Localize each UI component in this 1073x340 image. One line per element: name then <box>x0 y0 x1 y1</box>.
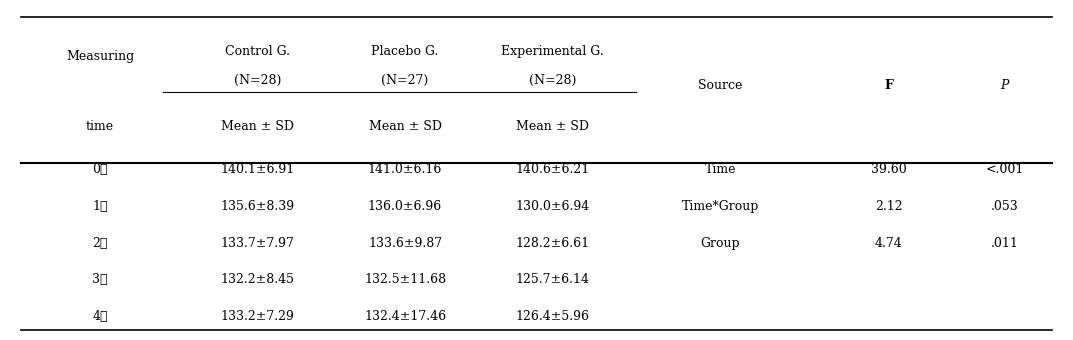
Text: <.001: <.001 <box>985 164 1024 176</box>
Text: .011: .011 <box>990 237 1018 250</box>
Text: (N=28): (N=28) <box>529 73 576 87</box>
Text: 130.0±6.94: 130.0±6.94 <box>515 200 589 213</box>
Text: 141.0±6.16: 141.0±6.16 <box>368 164 442 176</box>
Text: 126.4±5.96: 126.4±5.96 <box>515 310 589 323</box>
Text: Group: Group <box>701 237 740 250</box>
Text: 135.6±8.39: 135.6±8.39 <box>221 200 295 213</box>
Text: time: time <box>86 120 114 133</box>
Text: 132.2±8.45: 132.2±8.45 <box>221 273 295 287</box>
Text: 4주: 4주 <box>92 310 108 323</box>
Text: (N=27): (N=27) <box>381 73 429 87</box>
Text: 3주: 3주 <box>92 273 108 287</box>
Text: 136.0±6.96: 136.0±6.96 <box>368 200 442 213</box>
Text: Experimental G.: Experimental G. <box>501 45 604 58</box>
Text: 128.2±6.61: 128.2±6.61 <box>515 237 589 250</box>
Text: 133.6±9.87: 133.6±9.87 <box>368 237 442 250</box>
Text: P: P <box>1000 79 1009 92</box>
Text: Mean ± SD: Mean ± SD <box>516 120 589 133</box>
Text: 39.60: 39.60 <box>871 164 907 176</box>
Text: 125.7±6.14: 125.7±6.14 <box>515 273 589 287</box>
Text: F: F <box>884 79 893 92</box>
Text: Mean ± SD: Mean ± SD <box>368 120 442 133</box>
Text: Control G.: Control G. <box>225 45 291 58</box>
Text: 133.7±7.97: 133.7±7.97 <box>221 237 295 250</box>
Text: Placebo G.: Placebo G. <box>371 45 439 58</box>
Text: 0주: 0주 <box>92 164 108 176</box>
Text: Measuring: Measuring <box>65 50 134 63</box>
Text: 132.4±17.46: 132.4±17.46 <box>364 310 446 323</box>
Text: 132.5±11.68: 132.5±11.68 <box>364 273 446 287</box>
Text: 140.6±6.21: 140.6±6.21 <box>515 164 589 176</box>
Text: 2.12: 2.12 <box>874 200 902 213</box>
Text: .053: .053 <box>990 200 1018 213</box>
Text: Time: Time <box>705 164 736 176</box>
Text: (N=28): (N=28) <box>234 73 281 87</box>
Text: 2주: 2주 <box>92 237 107 250</box>
Text: Mean ± SD: Mean ± SD <box>221 120 294 133</box>
Text: Source: Source <box>699 79 743 92</box>
Text: Time*Group: Time*Group <box>681 200 760 213</box>
Text: 140.1±6.91: 140.1±6.91 <box>221 164 295 176</box>
Text: 4.74: 4.74 <box>874 237 902 250</box>
Text: 133.2±7.29: 133.2±7.29 <box>221 310 295 323</box>
Text: 1주: 1주 <box>92 200 108 213</box>
